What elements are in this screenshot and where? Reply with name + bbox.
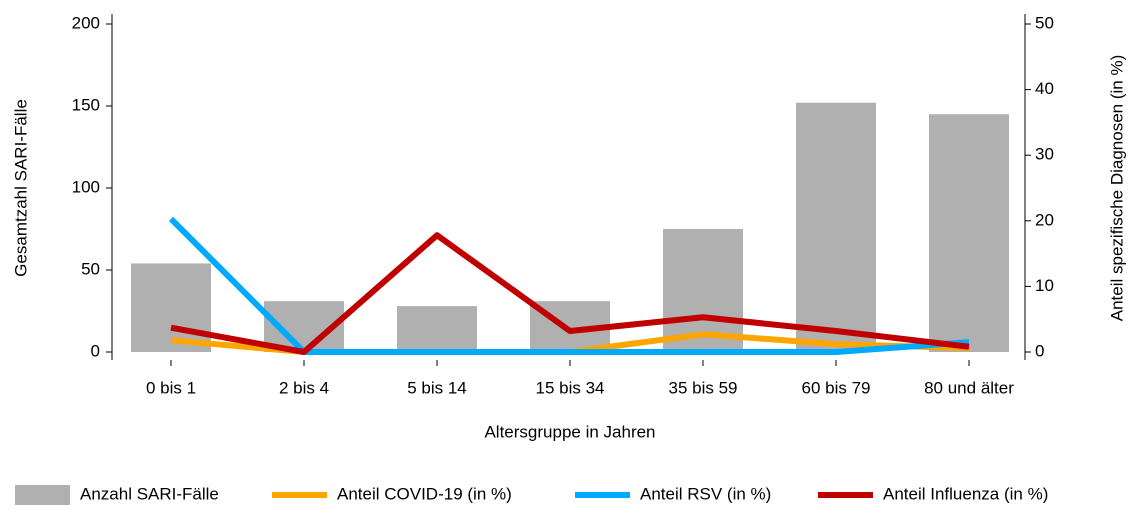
y-tick-label: 100 [72, 177, 100, 196]
y-tick-label: 50 [81, 259, 100, 278]
y-tick-label: 200 [72, 13, 100, 32]
y2-tick-label: 20 [1035, 210, 1054, 229]
x-axis-title: Altersgruppe in Jahren [484, 422, 655, 441]
x-tick-label: 5 bis 14 [407, 378, 467, 397]
bar [929, 114, 1009, 352]
x-tick-label: 60 bis 79 [802, 378, 871, 397]
x-tick-label: 15 bis 34 [536, 378, 605, 397]
x-tick-label: 2 bis 4 [279, 378, 329, 397]
x-tick-label: 0 bis 1 [146, 378, 196, 397]
line [170, 232, 970, 355]
legend-label: Anteil COVID-19 (in %) [337, 484, 512, 503]
y-axis-title: Gesamtzahl SARI-Fälle [11, 99, 30, 277]
y2-tick-label: 10 [1035, 276, 1054, 295]
y2-tick-label: 0 [1035, 341, 1044, 360]
y2-axis-title: Anteil spezifische Diagnosen (in %) [1107, 55, 1126, 321]
bar [796, 102, 876, 352]
legend-swatch [15, 485, 70, 505]
legend-label: Anzahl SARI-Fälle [80, 484, 219, 503]
bar [397, 306, 477, 352]
y-tick-label: 0 [91, 341, 100, 360]
y2-tick-label: 40 [1035, 79, 1054, 98]
x-tick-label: 35 bis 59 [669, 378, 738, 397]
y2-tick-label: 50 [1035, 13, 1054, 32]
legend-label: Anteil RSV (in %) [640, 484, 771, 503]
legend-label: Anteil Influenza (in %) [883, 484, 1048, 503]
y-tick-label: 150 [72, 95, 100, 114]
x-tick-label: 80 und älter [924, 378, 1014, 397]
bar [131, 263, 211, 352]
y2-tick-label: 30 [1035, 145, 1054, 164]
